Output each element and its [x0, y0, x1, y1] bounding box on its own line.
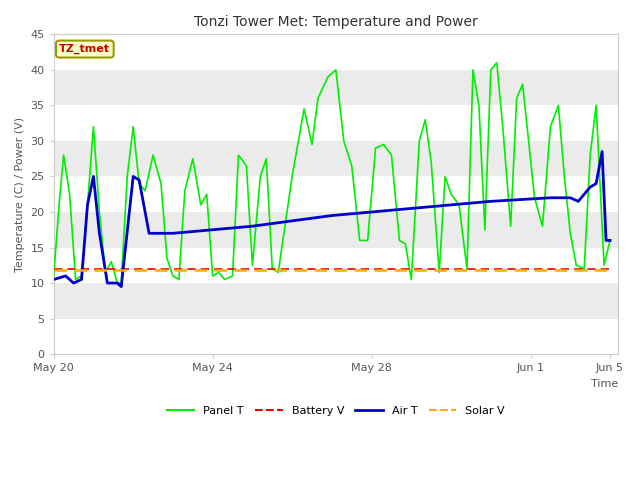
- Air T: [117, 284, 125, 289]
- Air T: [135, 177, 143, 183]
- Y-axis label: Temperature (C) / Power (V): Temperature (C) / Power (V): [15, 117, 25, 272]
- Panel T: [493, 60, 500, 66]
- Air T: [598, 149, 606, 155]
- Bar: [54, 212, 618, 248]
- Bar: [54, 283, 618, 319]
- Air T: [95, 230, 103, 236]
- Title: Tonzi Tower Met: Temperature and Power: Tonzi Tower Met: Temperature and Power: [194, 15, 477, 29]
- Line: Panel T: Panel T: [54, 63, 610, 283]
- Panel T: [113, 280, 121, 286]
- Air T: [145, 230, 153, 236]
- Air T: [328, 213, 336, 218]
- Bar: [54, 106, 618, 141]
- Air T: [169, 230, 177, 236]
- Air T: [592, 180, 600, 186]
- Line: Air T: Air T: [54, 152, 610, 287]
- Panel T: [499, 124, 507, 130]
- Air T: [129, 174, 137, 180]
- Air T: [606, 238, 614, 243]
- Air T: [90, 174, 97, 180]
- Bar: [54, 248, 618, 283]
- Panel T: [606, 238, 614, 243]
- Bar: [54, 177, 618, 212]
- Air T: [487, 198, 495, 204]
- Air T: [547, 195, 554, 201]
- Panel T: [77, 273, 85, 279]
- Air T: [50, 276, 58, 282]
- Air T: [62, 273, 70, 279]
- Air T: [575, 198, 582, 204]
- Panel T: [124, 174, 131, 180]
- Panel T: [463, 266, 471, 272]
- Air T: [566, 195, 574, 201]
- X-axis label: Time: Time: [591, 379, 618, 389]
- Air T: [586, 184, 594, 190]
- Air T: [602, 238, 610, 243]
- Bar: [54, 70, 618, 106]
- Legend: Panel T, Battery V, Air T, Solar V: Panel T, Battery V, Air T, Solar V: [163, 401, 509, 420]
- Panel T: [50, 273, 58, 279]
- Bar: [54, 319, 618, 354]
- Air T: [104, 280, 111, 286]
- Air T: [113, 280, 121, 286]
- Air T: [248, 223, 256, 229]
- Bar: [54, 35, 618, 70]
- Text: TZ_tmet: TZ_tmet: [60, 44, 110, 54]
- Air T: [77, 276, 85, 282]
- Air T: [70, 280, 77, 286]
- Air T: [84, 202, 92, 208]
- Panel T: [157, 180, 165, 186]
- Panel T: [396, 238, 403, 243]
- Bar: [54, 141, 618, 177]
- Air T: [408, 205, 415, 211]
